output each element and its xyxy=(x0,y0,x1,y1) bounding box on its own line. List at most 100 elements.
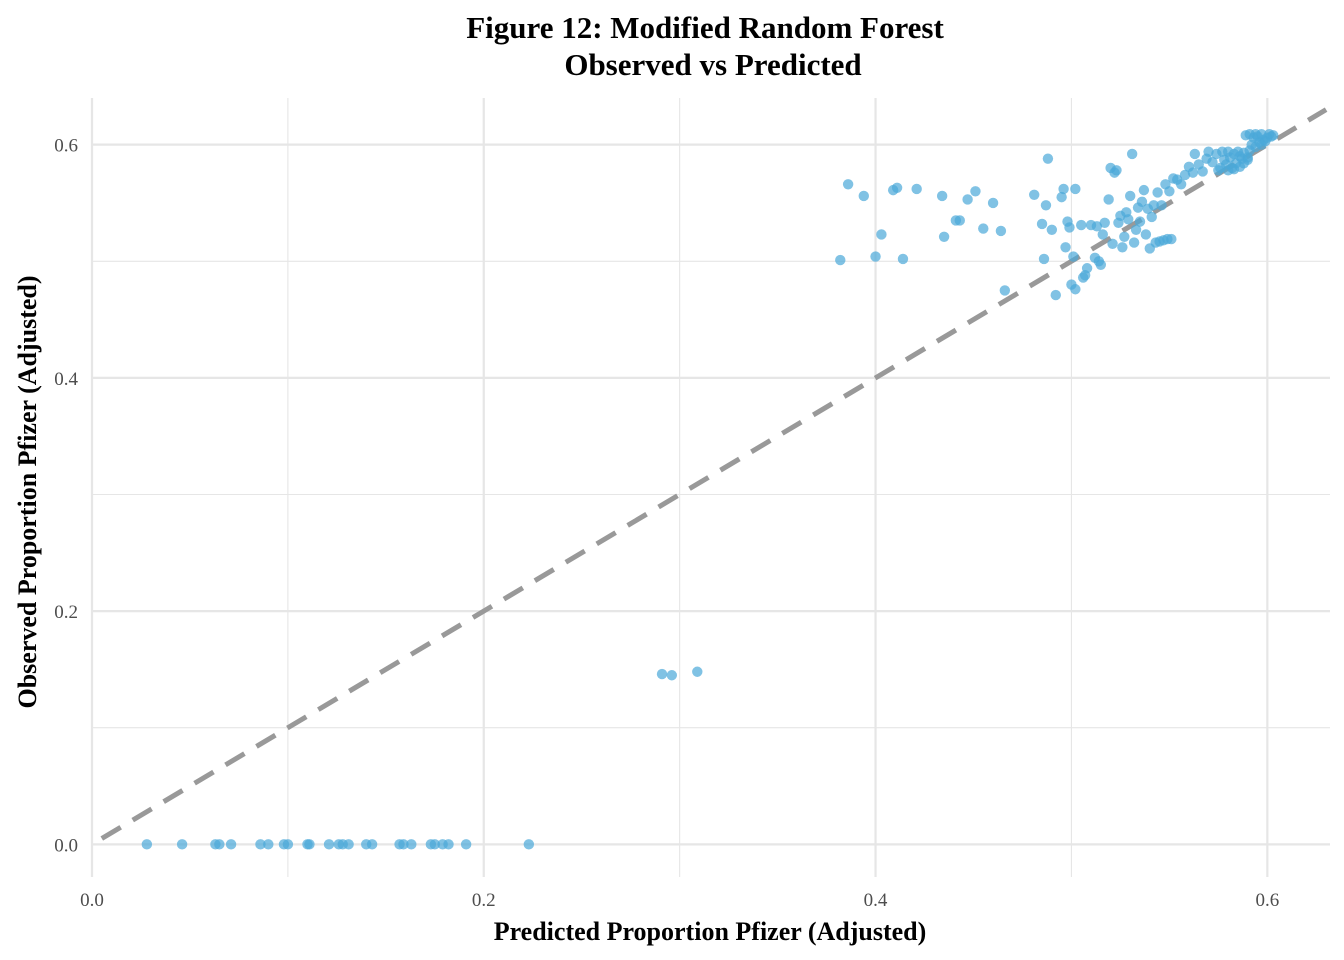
data-point xyxy=(1175,179,1187,190)
data-point xyxy=(1050,289,1061,301)
data-point xyxy=(225,839,237,850)
x-tick-label: 0.4 xyxy=(864,890,888,911)
data-point xyxy=(835,254,846,266)
y-tick-label: 0.6 xyxy=(54,136,78,157)
data-point xyxy=(282,839,294,850)
x-axis-title: Predicted Proportion Pfizer (Adjusted) xyxy=(494,917,927,946)
data-point xyxy=(406,839,417,850)
data-points xyxy=(141,128,1279,850)
data-point xyxy=(343,839,354,850)
data-point xyxy=(692,666,703,677)
chart-title: Figure 12: Modified Random Forest xyxy=(466,10,944,45)
data-point xyxy=(1146,211,1157,223)
data-point xyxy=(870,251,881,262)
data-point xyxy=(1042,153,1054,164)
grid-lines xyxy=(90,98,1330,877)
data-point xyxy=(897,253,909,265)
data-point xyxy=(970,186,981,197)
y-tick-label: 0.4 xyxy=(54,369,78,390)
data-point xyxy=(443,839,454,850)
data-point xyxy=(398,839,409,850)
data-point xyxy=(995,225,1007,237)
reference-line-group xyxy=(100,107,1328,841)
data-point xyxy=(1136,196,1148,207)
data-point xyxy=(876,229,887,240)
chart-subtitle: Observed vs Predicted xyxy=(564,47,861,82)
data-point xyxy=(1036,218,1048,230)
data-point xyxy=(255,839,266,850)
data-point xyxy=(1070,183,1081,195)
data-point xyxy=(1130,224,1142,235)
data-point xyxy=(1117,242,1128,253)
data-point xyxy=(1064,222,1075,233)
data-point xyxy=(978,223,989,234)
y-axis-title: Observed Proportion Pfizer (Adjusted) xyxy=(13,275,42,708)
data-point xyxy=(936,190,948,202)
data-point xyxy=(429,839,441,850)
data-point xyxy=(962,194,973,205)
data-point xyxy=(1119,231,1130,242)
data-point xyxy=(523,839,535,850)
data-point xyxy=(1076,219,1087,231)
x-tick-label: 0.6 xyxy=(1255,890,1279,911)
data-point xyxy=(1203,146,1214,157)
data-point xyxy=(1126,148,1138,160)
data-point xyxy=(1164,186,1175,197)
data-point xyxy=(1207,156,1218,168)
tick-labels: 0.0 0.2 0.4 0.6 0.0 0.2 0.4 0.6 xyxy=(54,136,1279,911)
data-point xyxy=(1179,169,1191,181)
data-point xyxy=(1058,183,1069,195)
data-point xyxy=(1060,242,1071,253)
data-point xyxy=(263,839,274,850)
data-point xyxy=(1189,148,1201,160)
data-point xyxy=(1095,259,1107,270)
data-point xyxy=(842,179,854,190)
data-point xyxy=(1099,217,1110,228)
data-point xyxy=(1081,263,1093,274)
data-point xyxy=(1029,189,1040,200)
data-point xyxy=(1134,216,1146,227)
y-tick-label: 0.2 xyxy=(54,602,78,623)
data-point xyxy=(1152,187,1163,198)
data-point xyxy=(1103,194,1114,205)
data-point xyxy=(1138,184,1150,196)
data-point xyxy=(858,190,869,202)
data-point xyxy=(1197,166,1208,177)
data-point xyxy=(1068,251,1079,262)
data-point xyxy=(938,231,950,242)
data-point xyxy=(1040,200,1052,211)
data-point xyxy=(911,183,922,195)
data-point xyxy=(1091,221,1103,232)
data-point xyxy=(460,839,472,850)
data-point xyxy=(1038,253,1050,265)
data-point xyxy=(1256,128,1267,140)
data-point xyxy=(891,182,903,193)
data-point xyxy=(1056,191,1067,203)
data-point xyxy=(1111,165,1122,176)
data-point xyxy=(1242,154,1253,166)
data-point xyxy=(1187,167,1199,178)
data-point xyxy=(1124,190,1136,202)
data-point xyxy=(141,839,153,850)
data-point xyxy=(323,839,335,850)
data-point xyxy=(1267,130,1279,141)
x-tick-label: 0.2 xyxy=(472,890,496,911)
data-point xyxy=(1046,224,1058,235)
data-point xyxy=(1166,233,1177,245)
data-point xyxy=(999,285,1011,296)
data-point xyxy=(1070,284,1081,295)
data-point xyxy=(954,215,965,226)
data-point xyxy=(987,197,999,209)
x-tick-label: 0.0 xyxy=(80,890,104,911)
data-point xyxy=(176,839,188,850)
data-point xyxy=(304,839,315,850)
data-point xyxy=(666,670,678,681)
data-point xyxy=(1107,238,1118,249)
data-point xyxy=(1097,229,1108,240)
data-point xyxy=(1156,200,1167,211)
data-point xyxy=(1140,229,1152,240)
data-point xyxy=(1128,237,1140,248)
data-point xyxy=(656,668,668,680)
data-point xyxy=(1123,214,1134,225)
